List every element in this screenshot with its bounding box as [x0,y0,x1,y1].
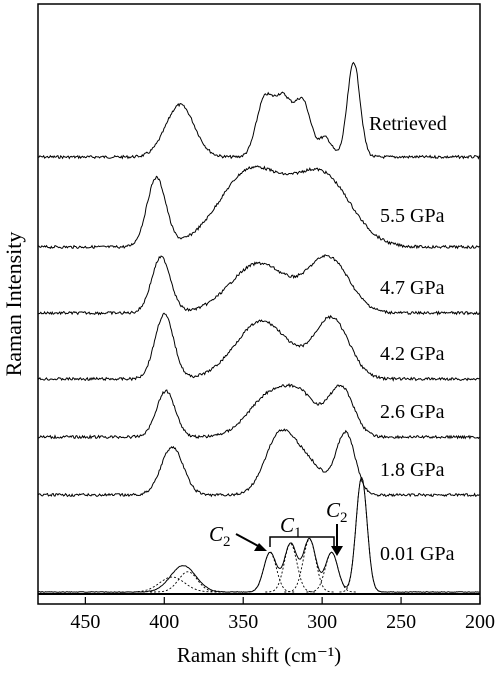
fit-component [284,538,335,593]
x-tick-label: 450 [70,611,100,633]
series-line [37,428,480,498]
c2-left-arrow [235,533,261,548]
series-label: 5.5 GPa [380,205,445,227]
c2-left-arrow-head [254,543,267,551]
series-label: 1.8 GPa [380,459,445,481]
fit-component [339,476,384,593]
x-tick-label: 350 [228,611,258,633]
series-layer [37,61,480,593]
x-tick-label: 300 [307,611,337,633]
x-axis-ticks: 450 400 350 300 250 200 [70,597,495,633]
series-labels-layer: Retrieved 5.5 GPa 4.7 GPa 4.2 GPa 2.6 GPa 1.8… [369,113,455,565]
series-label: 4.2 GPa [380,343,445,365]
series-line [37,254,480,316]
fit-component [306,551,357,593]
component-label: C2 [209,522,231,550]
component-label: C2 [326,498,348,526]
series-label: Retrieved [369,113,447,135]
fit-component [150,571,226,593]
series-line [37,165,480,250]
fit-components-layer [121,476,384,593]
series-label: 0.01 GPa [380,543,455,565]
x-tick-label: 400 [149,611,179,633]
x-tick-label: 200 [465,611,495,633]
plot-border [37,3,481,605]
x-tick-label: 250 [386,611,416,633]
x-axis-label: Raman shift (cm⁻¹) [177,643,341,667]
series-label: 2.6 GPa [380,401,445,423]
series-line [37,382,480,440]
plot-frame [37,3,481,605]
series-label: 4.7 GPa [380,277,445,299]
y-axis-label: Raman Intensity [1,232,26,377]
c2-right-arrow-head [331,546,343,556]
fit-component [265,543,316,593]
c1-bracket [269,536,335,547]
series-line [37,312,480,382]
fit-component [121,576,223,593]
series-line [37,61,480,160]
fit-component [244,551,296,593]
